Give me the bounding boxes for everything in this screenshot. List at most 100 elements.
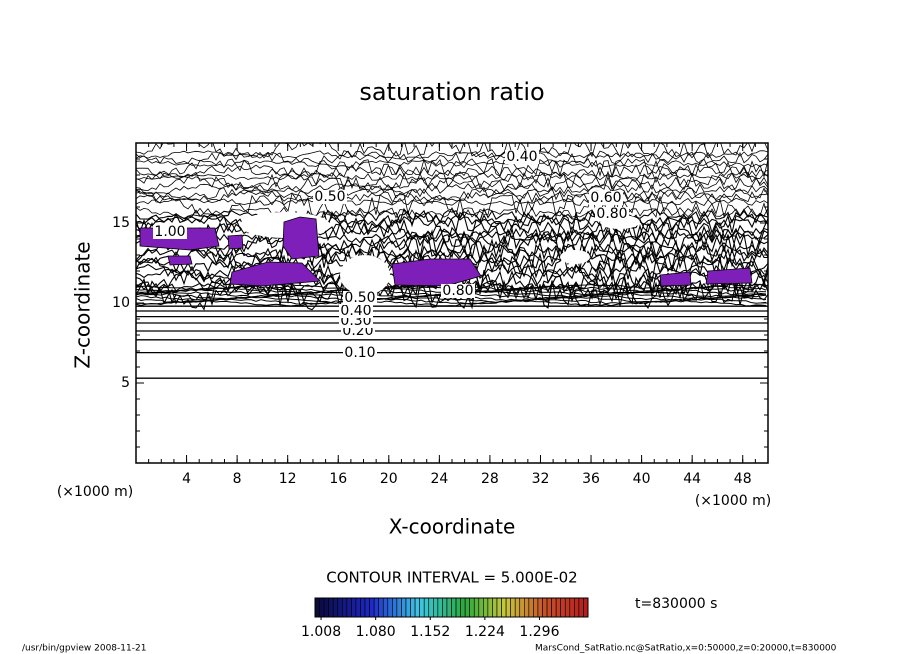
- supersaturated-region: [705, 267, 753, 285]
- colorbar-cell: [332, 597, 339, 618]
- y-tick-label: 15: [112, 215, 130, 231]
- contour-line-field: [136, 186, 768, 201]
- colorbar-cell: [533, 597, 539, 618]
- contour-line-field: [136, 159, 768, 168]
- contour-label: 0.80: [596, 206, 627, 222]
- contour-label-bg: [153, 225, 187, 239]
- colorbar-tick-label: 1.224: [465, 624, 505, 640]
- time-label: t=830000 s: [635, 596, 717, 612]
- contour-label: 0.10: [344, 345, 375, 361]
- contour-label-bg: [595, 207, 629, 221]
- x-tick-label: 12: [279, 471, 297, 487]
- colorbar-cell: [355, 597, 361, 618]
- colorbar-cell: [351, 597, 357, 618]
- colorbar-cell: [496, 597, 502, 618]
- colorbar-cell: [510, 597, 516, 618]
- colorbar-cell: [574, 597, 580, 618]
- colorbar-cell: [523, 597, 530, 618]
- contour-label: 1.00: [154, 224, 185, 240]
- colorbar-cell: [483, 597, 489, 618]
- colorbar-cell: [451, 597, 457, 618]
- contour-line-field: [136, 170, 768, 189]
- contour-line-field: [136, 207, 768, 224]
- colorbar-cell: [405, 597, 411, 618]
- contour-label-bg: [343, 346, 377, 360]
- colorbar-cell: [382, 597, 389, 618]
- x-tick-label: 40: [633, 471, 651, 487]
- y-tick-label: 10: [112, 295, 130, 311]
- colorbar-cell: [314, 597, 320, 618]
- contour-interval: CONTOUR INTERVAL = 5.000E-02: [326, 569, 577, 587]
- colorbar-frame: [314, 597, 589, 618]
- contour-line-field: [136, 206, 768, 219]
- contour-line-field: [136, 150, 768, 165]
- colorbar-cell: [492, 597, 498, 618]
- colorbar-cell: [360, 597, 366, 618]
- contour-label-bg: [505, 150, 539, 164]
- x-tick-label: 4: [182, 471, 191, 487]
- colorbar-cell: [419, 597, 425, 618]
- contour-label-bg: [343, 291, 377, 305]
- colorbar-cell: [378, 597, 384, 618]
- colorbar-cell: [414, 597, 420, 618]
- supersaturated-region: [391, 258, 482, 287]
- colorbar-cell: [505, 597, 511, 618]
- colorbar-cell: [328, 597, 334, 618]
- colorbar-cell: [469, 597, 475, 618]
- contour-line-field: [136, 197, 768, 206]
- x-tick-label: 48: [734, 471, 752, 487]
- supersaturated-region: [167, 255, 193, 266]
- colorbar-cell: [432, 597, 439, 618]
- colorbar-cell: [392, 597, 398, 618]
- contour-label-bg: [589, 191, 623, 205]
- x-tick-label: 32: [532, 471, 550, 487]
- colorbar-cell: [569, 597, 575, 618]
- x-tick-label: 20: [380, 471, 398, 487]
- colorbar-cell: [364, 597, 370, 618]
- contour-label-bg: [339, 304, 373, 318]
- colorbar-cell: [446, 597, 452, 618]
- colorbar-cell: [478, 597, 484, 618]
- colorbar-cell: [537, 597, 543, 618]
- colorbar-cell: [442, 597, 448, 618]
- contour-label-bg: [441, 284, 475, 298]
- x-tick-label: 28: [481, 471, 499, 487]
- contour-line-field: [136, 298, 767, 305]
- y-tick-label: 5: [121, 375, 130, 391]
- x-tick-label: 16: [329, 471, 347, 487]
- colorbar-cell: [583, 597, 589, 618]
- colorbar-cell: [428, 597, 434, 618]
- colorbar-cell: [401, 597, 407, 618]
- x-axis-label: X-coordinate: [389, 515, 516, 539]
- x-unit-label: (×1000 m): [695, 493, 771, 509]
- x-tick-label: 36: [582, 471, 600, 487]
- x-unit-label: (×1000 m): [57, 484, 133, 500]
- contour-label: 0.80: [442, 283, 473, 299]
- colorbar-cell: [387, 597, 393, 618]
- colorbar-cell: [578, 597, 584, 618]
- colorbar-cell: [460, 597, 466, 618]
- colorbar-cell: [514, 597, 521, 618]
- contour-line-field: [136, 175, 768, 192]
- colorbar-cell: [437, 597, 443, 618]
- contour-label: 0.40: [506, 149, 537, 165]
- colorbar-tick-label: 1.296: [519, 624, 559, 640]
- footer-left: /usr/bin/gpview 2008-11-21: [22, 644, 146, 654]
- y-axis-label: Z-coordinate: [71, 241, 95, 368]
- x-tick-label: 8: [233, 471, 242, 487]
- colorbar-tick-label: 1.008: [301, 624, 341, 640]
- contour-label: 0.50: [314, 189, 345, 205]
- colorbar-cell: [423, 597, 430, 618]
- colorbar-cell: [501, 597, 507, 618]
- supersaturated-region: [659, 271, 692, 287]
- contour-line-field: [136, 163, 768, 178]
- colorbar-cell: [487, 597, 493, 618]
- colorbar-cell: [528, 597, 534, 618]
- supersaturated-region: [282, 216, 320, 260]
- colorbar-cell: [337, 597, 343, 618]
- contour-line-field: [136, 190, 768, 204]
- colorbar-cell: [564, 597, 571, 618]
- supersaturated-region: [229, 261, 321, 287]
- supersaturated-region: [227, 234, 244, 250]
